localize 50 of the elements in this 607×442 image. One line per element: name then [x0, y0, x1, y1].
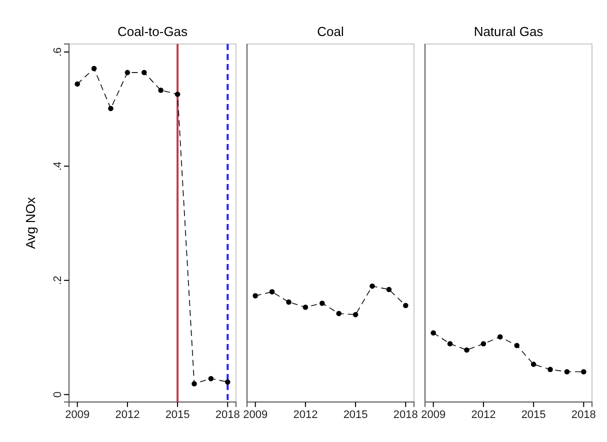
point — [286, 299, 292, 305]
y-tick-label: .6 — [52, 47, 64, 57]
chart-title: Coal — [317, 24, 344, 39]
y-axis-title: Avg NOx — [23, 196, 38, 249]
point — [74, 81, 80, 87]
x-tick-label: 2012 — [471, 408, 496, 421]
x-tick-label: 2012 — [115, 408, 140, 421]
point — [192, 381, 197, 386]
point — [514, 342, 520, 348]
point — [269, 289, 275, 294]
x-tick-label: 2009 — [243, 408, 268, 421]
point — [447, 341, 453, 346]
y-tick-label: 0 — [52, 392, 64, 398]
point — [386, 286, 392, 292]
x-tick-label: 2018 — [215, 408, 240, 421]
point — [108, 106, 114, 112]
x-tick-label: 2009 — [65, 408, 90, 421]
point — [564, 369, 570, 374]
point — [370, 283, 375, 289]
point — [225, 379, 230, 385]
point — [302, 304, 308, 310]
x-tick-label: 2015 — [343, 408, 368, 421]
x-tick-label: 2015 — [521, 408, 546, 421]
y-tick-label: .4 — [52, 162, 64, 171]
x-tick-label: 2018 — [393, 408, 418, 421]
x-tick-label: 2015 — [165, 408, 190, 421]
point — [352, 312, 358, 318]
point — [158, 88, 164, 93]
x-tick-label: 2009 — [421, 408, 446, 421]
point — [320, 300, 325, 306]
point — [548, 366, 553, 372]
point — [480, 341, 486, 346]
point — [142, 70, 147, 76]
point — [208, 376, 214, 382]
point — [430, 330, 436, 336]
point — [464, 347, 470, 353]
chart-title: Coal-to-Gas — [117, 24, 188, 39]
chart-title: Natural Gas — [474, 24, 544, 39]
x-tick-label: 2012 — [293, 408, 318, 421]
point — [530, 362, 536, 367]
point — [498, 334, 503, 340]
point — [581, 369, 586, 374]
point — [174, 92, 180, 97]
point — [252, 293, 258, 298]
y-tick-label: .2 — [52, 276, 64, 285]
x-tick-label: 2018 — [571, 408, 596, 421]
point — [336, 310, 342, 316]
point — [91, 66, 97, 72]
point — [124, 70, 130, 76]
point — [403, 302, 408, 308]
